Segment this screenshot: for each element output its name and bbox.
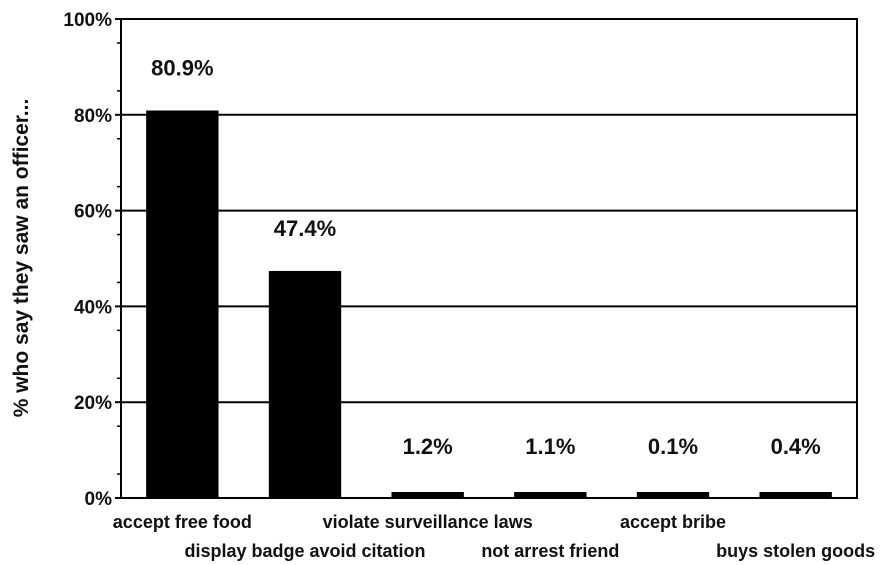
data-label: 0.1%: [648, 434, 698, 459]
y-tick-label: 80%: [74, 106, 112, 127]
data-label: 47.4%: [274, 216, 336, 241]
y-tick-label: 20%: [74, 393, 112, 414]
category-label: display badge avoid citation: [184, 541, 425, 561]
bar: [636, 492, 710, 498]
y-tick-label: 100%: [63, 10, 112, 31]
category-label: accept bribe: [620, 512, 726, 532]
y-tick-label: 40%: [74, 297, 112, 318]
bar: [146, 110, 219, 498]
bar: [514, 492, 587, 498]
category-labels: accept free food display badge avoid cita…: [113, 512, 875, 561]
bars: [146, 110, 832, 498]
data-label: 80.9%: [151, 55, 213, 80]
y-axis-title: % who say they saw an officer...: [10, 99, 33, 418]
category-label: not arrest friend: [481, 541, 619, 561]
data-label: 1.2%: [403, 434, 453, 459]
y-axis-ticks: 0% 20% 40% 60% 80% 100%: [63, 10, 121, 510]
bar: [391, 492, 464, 498]
data-label: 1.1%: [525, 434, 575, 459]
bar: [759, 492, 832, 498]
category-label: accept free food: [113, 512, 252, 532]
y-tick-label: 60%: [74, 202, 112, 223]
category-label: violate surveillance laws: [323, 512, 533, 532]
bar: [268, 270, 342, 498]
plot-frame: [120, 18, 858, 499]
data-labels: 80.9% 47.4% 1.2% 1.1% 0.1% 0.4%: [151, 55, 821, 459]
y-tick-label: 0%: [85, 489, 113, 510]
data-label: 0.4%: [771, 434, 821, 459]
gridlines: [121, 113, 857, 404]
category-label: buys stolen goods: [716, 541, 875, 561]
